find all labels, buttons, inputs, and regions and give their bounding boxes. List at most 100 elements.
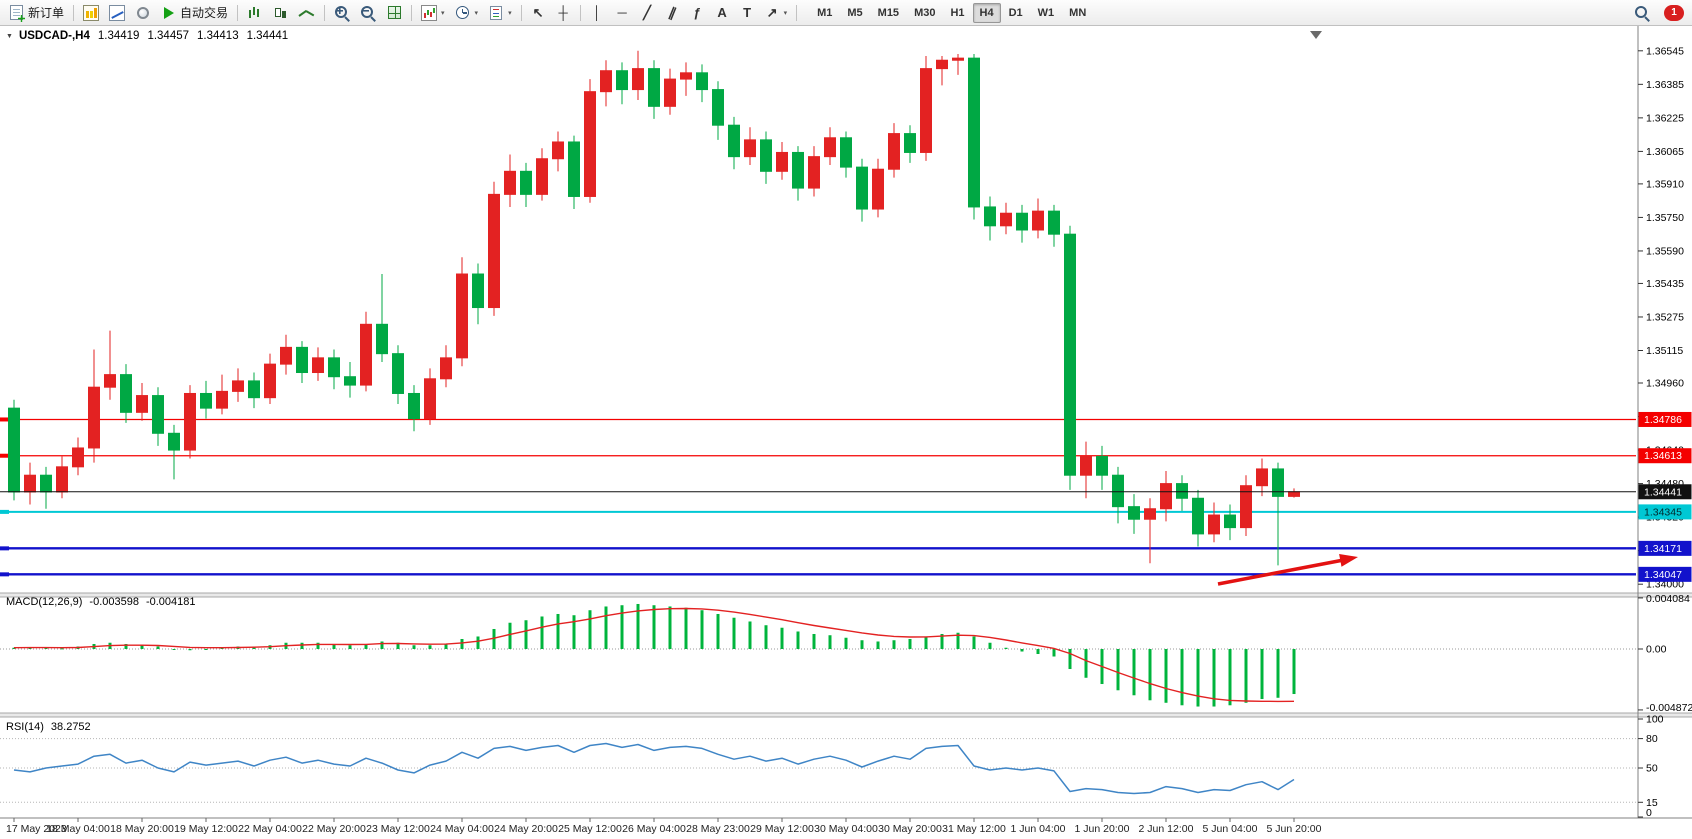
tile-windows-button[interactable] <box>382 2 406 24</box>
candle-body <box>104 374 116 388</box>
arrows-button[interactable]: ↗ ▾ <box>761 2 792 24</box>
ohlc-low: 1.34413 <box>197 30 239 42</box>
rsi-panel: 100 80 50 150 <box>0 714 1664 819</box>
bar-chart-mode-button[interactable] <box>243 2 267 24</box>
search-icon[interactable] <box>1634 5 1650 21</box>
templates-button[interactable]: ▾ <box>484 2 516 24</box>
timeframe-m1[interactable]: M1 <box>817 6 833 19</box>
timeframe-d1[interactable]: D1 <box>1008 6 1023 19</box>
price-badges: 1.34786 1.34613 1.34441 1.34345 1.34171 1.340… <box>1638 411 1692 582</box>
time-tick-label: 31 May 12:00 <box>942 823 1006 835</box>
time-tick-label: 30 May 04:00 <box>814 823 878 835</box>
arrow-shaft <box>1217 558 1342 586</box>
candle-body <box>936 59 948 70</box>
chart-shift-marker-icon[interactable] <box>1310 31 1322 39</box>
candle-body <box>888 133 900 170</box>
macd-histogram-bar <box>124 643 128 649</box>
price-tick-label: 1.36225 <box>1646 112 1684 124</box>
rsi-axis-label: 80 <box>1646 733 1658 745</box>
rsi-value: 38.2752 <box>50 721 91 733</box>
candle-body <box>1288 491 1300 497</box>
candle-body <box>680 72 692 80</box>
chart-blue-icon <box>109 4 126 21</box>
candle-body <box>984 206 996 227</box>
horizontal-line-button[interactable]: ─ <box>611 2 634 24</box>
timeframe-m30[interactable]: M30 <box>914 6 936 19</box>
timeframe-mn[interactable]: MN <box>1069 6 1087 19</box>
chart-header: ▼ USDCAD-,H4 1.34419 1.34457 1.34413 1.3… <box>6 30 288 42</box>
zoom-in-button[interactable] <box>330 2 354 24</box>
time-tick-label: 29 May 12:00 <box>750 823 814 835</box>
trendline-button[interactable]: ╱ <box>636 2 659 24</box>
price-tick-label: 1.35590 <box>1646 245 1684 257</box>
macd-histogram-bar <box>444 643 448 649</box>
candle-body <box>728 124 740 158</box>
hline-edge-marker <box>0 453 9 458</box>
price-badge <box>1638 540 1692 556</box>
macd-histogram-bar <box>1212 649 1216 707</box>
arrows-icon: ↗ <box>766 4 778 20</box>
chart-canvas[interactable]: 1.36545 1.36385 1.36225 1.36065 1.35910 1.357… <box>0 26 1692 839</box>
time-tick-label: 24 May 20:00 <box>494 823 558 835</box>
current-price-badge <box>1638 484 1692 500</box>
candle-body <box>1192 497 1204 535</box>
candle-body <box>1144 508 1156 520</box>
timeframe-h4[interactable]: H4 <box>972 2 1001 23</box>
cursor-button[interactable]: ↖ <box>527 2 550 24</box>
candlestick-mode-button[interactable] <box>269 2 293 24</box>
equidistant-channel-button[interactable]: ∥ <box>661 2 684 24</box>
crosshair-button[interactable]: ┼ <box>552 2 575 24</box>
indicators-button[interactable]: ▾ <box>417 2 449 24</box>
notifications-badge[interactable]: 1 <box>1664 4 1684 21</box>
horizontal-lines[interactable] <box>0 417 1636 577</box>
new-order-button[interactable]: 新订单 <box>4 2 68 24</box>
macd-histogram-bar <box>588 610 592 649</box>
toolbar-separator <box>237 4 239 21</box>
tile-icon <box>387 6 401 19</box>
macd-histogram-bar <box>476 636 480 649</box>
dropdown-arrow-icon: ▾ <box>474 9 479 17</box>
rsi-line <box>13 742 1295 795</box>
candle-body <box>1272 468 1284 497</box>
macd-histogram-bar <box>460 638 464 649</box>
rsi-axis-label: 15 <box>1646 797 1658 809</box>
line-chart-mode-button[interactable] <box>295 2 319 24</box>
candle-body <box>472 273 484 309</box>
price-tick-label: 1.36385 <box>1646 79 1684 91</box>
timeframe-h1[interactable]: H1 <box>950 6 965 19</box>
rsi-axis-label: 50 <box>1646 763 1658 775</box>
text-button[interactable]: A <box>711 2 734 24</box>
candle-body <box>648 68 660 107</box>
ohlc-close: 1.34441 <box>246 30 289 42</box>
toolbar: 新订单 自动交易 ▾ ▾ ▾ ↖ ┼ │ ─ ╱ ∥ ƒ A T ↗ ▾ M1 M5 M15 M30 H1 H4 D1 W1… <box>0 0 1692 26</box>
timeframe-m5[interactable]: M5 <box>847 6 863 19</box>
candle-body <box>952 57 964 61</box>
zoom-out-button[interactable] <box>356 2 380 24</box>
periods-button[interactable]: ▾ <box>451 2 483 24</box>
timeframe-w1[interactable]: W1 <box>1037 6 1055 19</box>
auto-trading-button[interactable]: 自动交易 <box>157 2 232 24</box>
toolbar-separator <box>520 4 522 21</box>
bars-icon <box>247 5 263 21</box>
candle-body <box>1112 474 1124 508</box>
macd-histogram-bar <box>972 636 976 649</box>
fibonacci-button[interactable]: ƒ <box>686 2 709 24</box>
candle-body <box>808 156 820 189</box>
toolbar-separator <box>796 4 798 21</box>
macd-histogram-bar <box>828 635 832 649</box>
macd-histogram-bar <box>44 647 48 649</box>
data-window-button[interactable] <box>105 2 129 24</box>
vertical-line-button[interactable]: │ <box>586 2 609 24</box>
text-label-button[interactable]: T <box>736 2 759 24</box>
trend-arrow-annotation[interactable] <box>1217 554 1358 586</box>
price-tick-label: 1.35275 <box>1646 311 1684 323</box>
charts-window-button[interactable] <box>79 2 103 24</box>
panel-separator[interactable] <box>0 713 1692 717</box>
macd-histogram-bar <box>1260 649 1264 700</box>
time-tick-label: 24 May 04:00 <box>430 823 494 835</box>
timeframe-m15[interactable]: M15 <box>877 6 900 19</box>
panel-separator[interactable] <box>0 593 1692 597</box>
market-watch-button[interactable] <box>131 2 155 24</box>
macd-histogram-bar <box>876 641 880 649</box>
